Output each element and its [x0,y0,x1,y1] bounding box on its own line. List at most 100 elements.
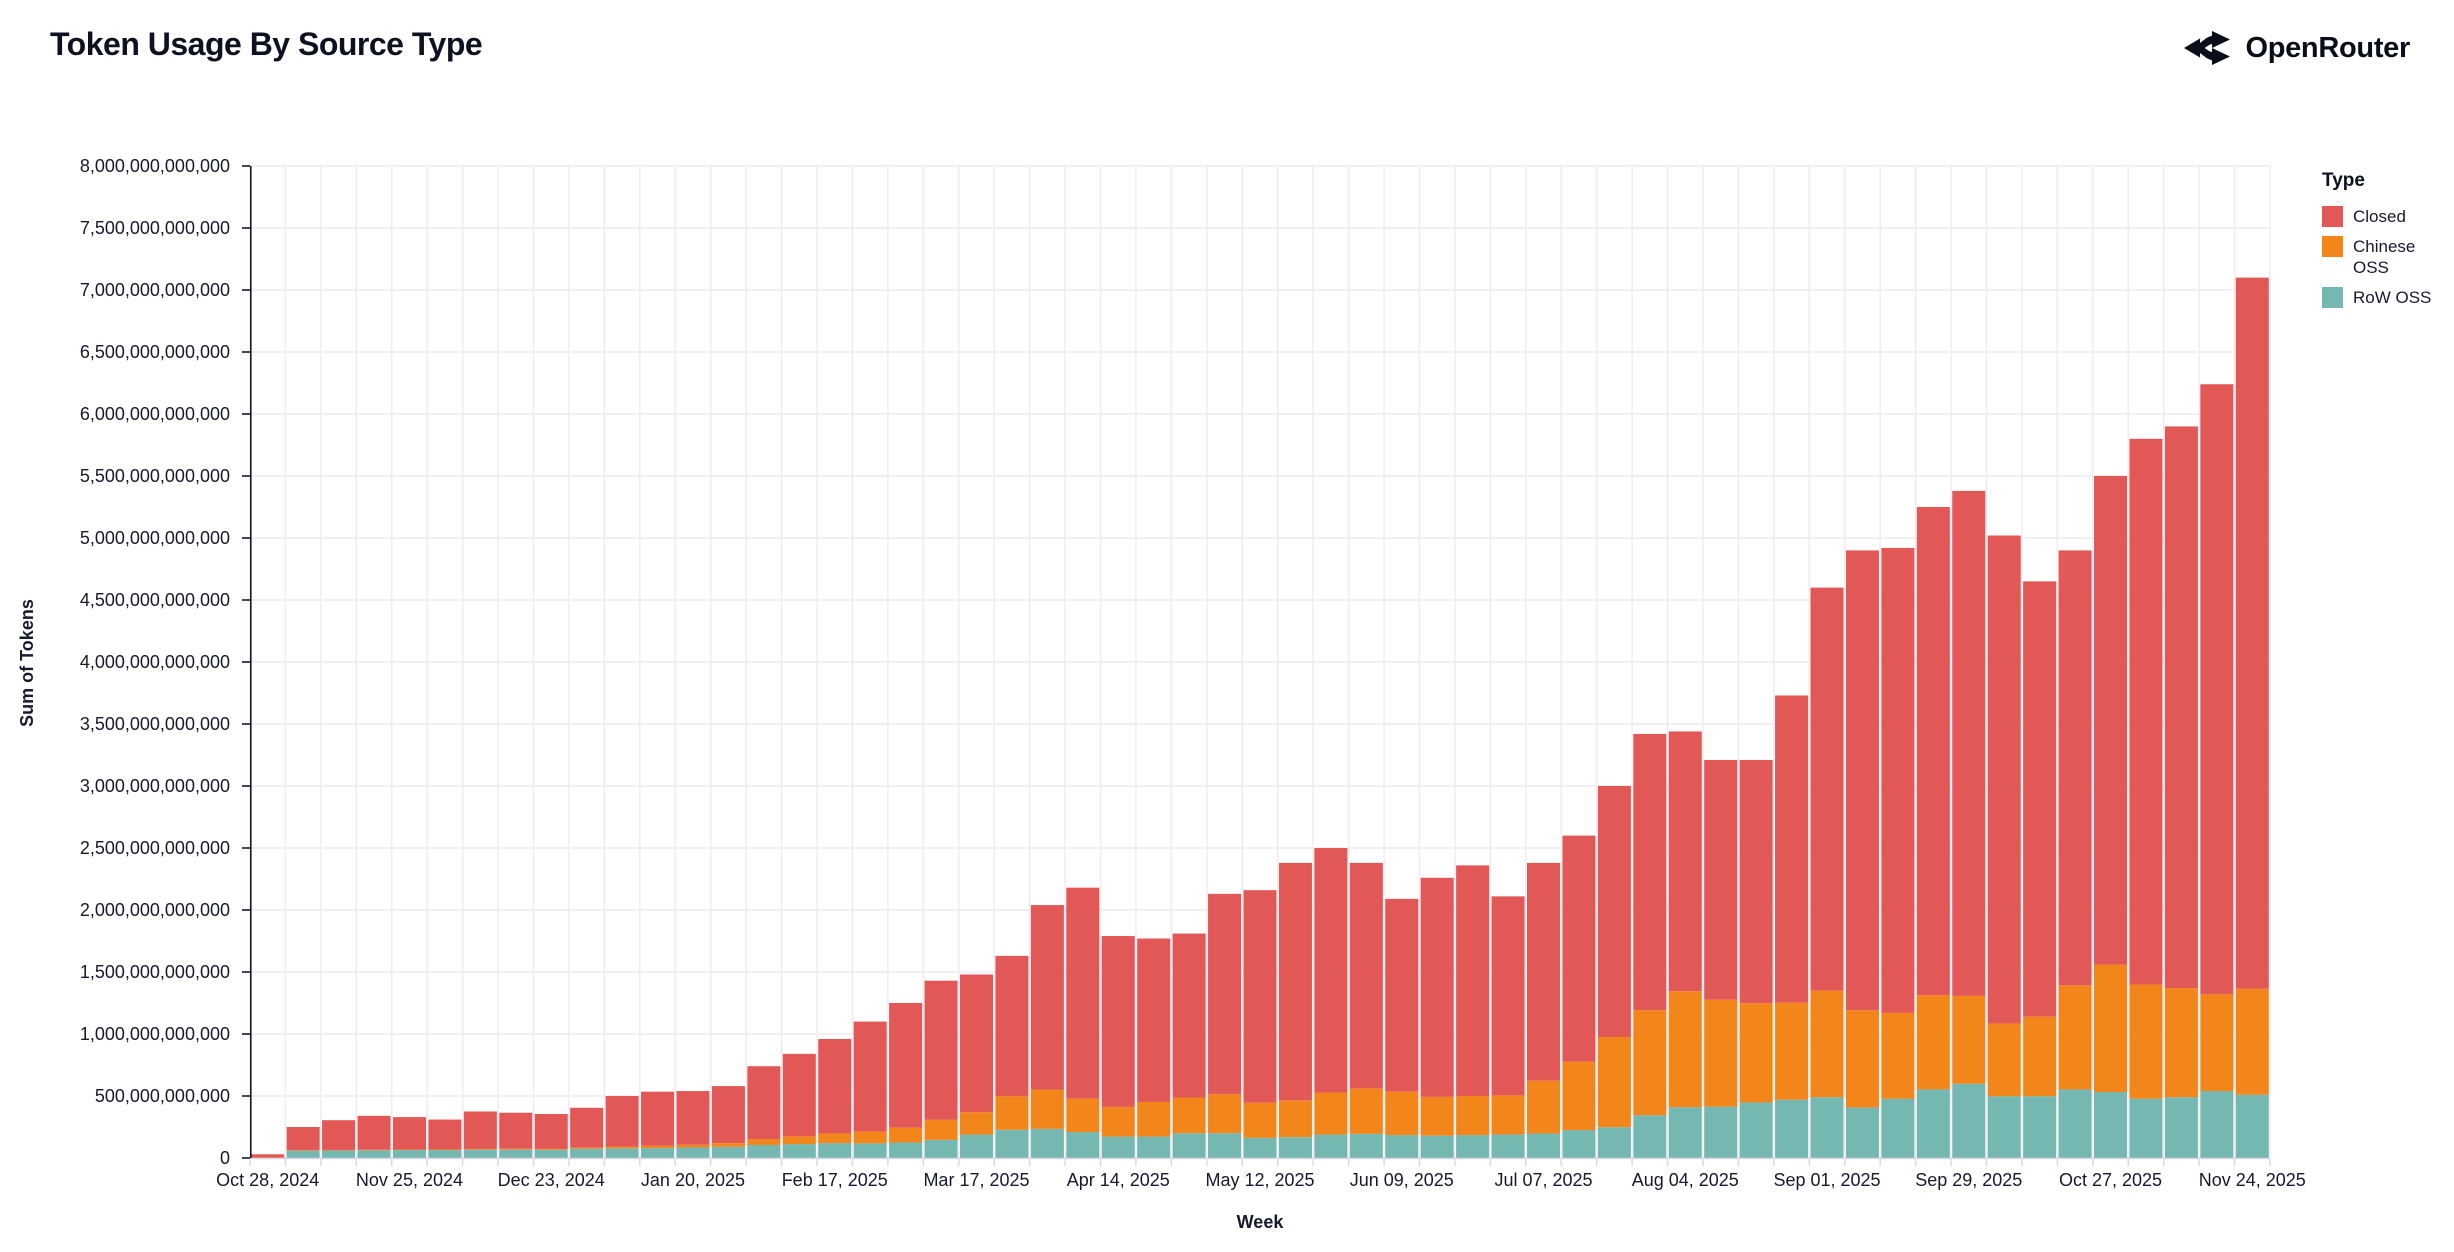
bar-segment-chinese-oss[interactable] [286,1150,320,1151]
bar-segment-row-oss[interactable] [2200,1091,2234,1158]
bar-segment-chinese-oss[interactable] [1845,1010,1879,1108]
bar-segment-closed[interactable] [818,1038,852,1134]
bar-segment-chinese-oss[interactable] [641,1145,675,1149]
bar-segment-closed[interactable] [1314,848,1348,1093]
bar-segment-chinese-oss[interactable] [2164,988,2198,1098]
bar-segment-closed[interactable] [1845,550,1879,1011]
bar-segment-chinese-oss[interactable] [1526,1080,1561,1134]
bar-segment-chinese-oss[interactable] [1704,999,1738,1107]
bar-segment-closed[interactable] [1526,862,1561,1081]
bar-segment-closed[interactable] [853,1021,887,1132]
bar-segment-closed[interactable] [1597,786,1631,1037]
bar-segment-closed[interactable] [1066,887,1100,1099]
bar-segment-closed[interactable] [1739,759,1773,1004]
bar-segment-closed[interactable] [2023,581,2057,1017]
bar-segment-closed[interactable] [322,1120,356,1150]
bar-segment-row-oss[interactable] [1810,1097,1844,1158]
bar-segment-row-oss[interactable] [1030,1128,1064,1158]
bar-segment-row-oss[interactable] [1208,1133,1242,1158]
bar-segment-chinese-oss[interactable] [1385,1091,1419,1136]
bar-segment-chinese-oss[interactable] [818,1133,852,1144]
bar-segment-chinese-oss[interactable] [2094,964,2128,1093]
bar-segment-closed[interactable] [889,1003,923,1128]
bar-segment-row-oss[interactable] [1385,1135,1419,1158]
bar-segment-row-oss[interactable] [1456,1135,1490,1158]
bar-segment-row-oss[interactable] [428,1150,462,1158]
bar-segment-chinese-oss[interactable] [1030,1089,1064,1129]
bar-segment-chinese-oss[interactable] [1739,1003,1773,1103]
bar-segment-row-oss[interactable] [1172,1133,1206,1158]
bar-segment-closed[interactable] [1881,547,1915,1013]
bar-segment-closed[interactable] [676,1091,710,1145]
bar-segment-closed[interactable] [2129,438,2163,985]
bar-segment-closed[interactable] [1101,936,1135,1107]
bar-segment-row-oss[interactable] [995,1129,1029,1158]
bar-segment-row-oss[interactable] [2023,1096,2057,1158]
bar-segment-chinese-oss[interactable] [1456,1096,1490,1136]
bar-segment-chinese-oss[interactable] [1137,1101,1171,1137]
bar-segment-closed[interactable] [782,1053,816,1137]
bar-segment-chinese-oss[interactable] [889,1127,923,1143]
bar-segment-closed[interactable] [2058,550,2092,986]
bar-segment-closed[interactable] [1349,862,1383,1089]
bar-segment-row-oss[interactable] [463,1149,497,1158]
bar-segment-row-oss[interactable] [924,1139,958,1158]
bar-segment-closed[interactable] [428,1119,462,1150]
bar-segment-chinese-oss[interactable] [1881,1012,1915,1099]
bar-segment-closed[interactable] [1456,865,1490,1096]
bar-segment-chinese-oss[interactable] [1597,1036,1631,1128]
bar-segment-closed[interactable] [641,1091,675,1146]
bar-segment-chinese-oss[interactable] [322,1149,356,1151]
bar-segment-row-oss[interactable] [2129,1098,2163,1158]
bar-segment-chinese-oss[interactable] [1916,995,1950,1090]
bar-segment-closed[interactable] [959,974,994,1113]
bar-segment-chinese-oss[interactable] [1562,1061,1596,1131]
bar-segment-chinese-oss[interactable] [959,1112,994,1135]
bar-segment-row-oss[interactable] [534,1149,568,1158]
bar-segment-row-oss[interactable] [853,1143,887,1158]
bar-segment-closed[interactable] [1208,893,1242,1095]
bar-segment-closed[interactable] [1562,835,1596,1062]
bar-segment-row-oss[interactable] [322,1150,356,1158]
bar-segment-chinese-oss[interactable] [1066,1098,1100,1133]
bar-segment-row-oss[interactable] [2058,1089,2092,1158]
bar-segment-closed[interactable] [1810,587,1844,991]
bar-segment-row-oss[interactable] [1704,1106,1738,1158]
bar-segment-chinese-oss[interactable] [570,1147,604,1149]
bar-segment-row-oss[interactable] [1526,1133,1561,1158]
bar-segment-row-oss[interactable] [2235,1094,2269,1158]
bar-segment-row-oss[interactable] [959,1134,994,1158]
bar-segment-chinese-oss[interactable] [605,1146,639,1149]
bar-segment-row-oss[interactable] [1349,1133,1383,1158]
bar-segment-chinese-oss[interactable] [1243,1102,1277,1138]
bar-segment-row-oss[interactable] [1668,1107,1702,1158]
bar-segment-closed[interactable] [2235,277,2269,989]
bar-segment-chinese-oss[interactable] [1775,1002,1809,1100]
bar-segment-row-oss[interactable] [1952,1083,1986,1158]
bar-segment-closed[interactable] [1278,862,1312,1101]
bar-segment-chinese-oss[interactable] [1278,1100,1312,1138]
bar-segment-chinese-oss[interactable] [534,1148,568,1150]
bar-segment-closed[interactable] [2094,476,2128,965]
bar-segment-row-oss[interactable] [1633,1115,1667,1158]
bar-segment-row-oss[interactable] [1845,1107,1879,1158]
bar-segment-closed[interactable] [2200,384,2234,995]
bar-segment-closed[interactable] [924,980,958,1120]
bar-segment-closed[interactable] [251,1154,285,1158]
bar-segment-row-oss[interactable] [1597,1127,1631,1158]
bar-segment-closed[interactable] [2164,426,2198,989]
bar-segment-row-oss[interactable] [286,1150,320,1158]
bar-segment-chinese-oss[interactable] [357,1149,391,1151]
bar-segment-chinese-oss[interactable] [2129,984,2163,1099]
bar-segment-row-oss[interactable] [1420,1135,1454,1158]
bar-segment-row-oss[interactable] [782,1144,816,1158]
bar-segment-row-oss[interactable] [357,1150,391,1158]
bar-segment-row-oss[interactable] [1562,1130,1596,1158]
bar-segment-chinese-oss[interactable] [1172,1097,1206,1134]
bar-segment-chinese-oss[interactable] [782,1136,816,1145]
bar-segment-closed[interactable] [463,1111,497,1149]
bar-segment-row-oss[interactable] [711,1146,745,1158]
bar-segment-closed[interactable] [1172,933,1206,1098]
bar-segment-row-oss[interactable] [1775,1099,1809,1158]
bar-segment-row-oss[interactable] [1987,1096,2021,1158]
